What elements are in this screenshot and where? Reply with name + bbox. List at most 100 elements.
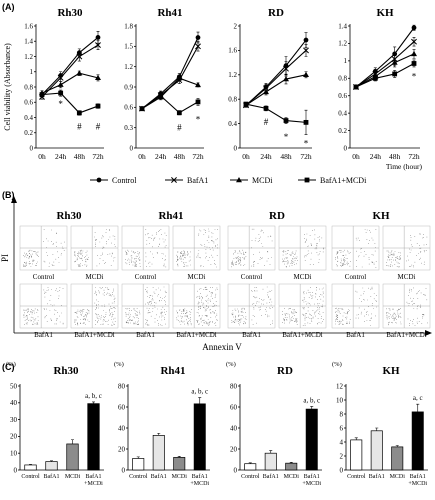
facs-plot: MCDi — [70, 225, 119, 281]
annexin-arrow-icon — [425, 330, 432, 336]
facs-dots — [23, 229, 65, 267]
y-tick-label: 0.6 — [24, 99, 33, 107]
x-tick-label: BafA1 — [151, 473, 167, 480]
x-tick-label: 72h — [300, 152, 312, 161]
facs-plot-label: BafA1 — [136, 331, 155, 339]
legend-marker-mcdi — [236, 177, 242, 183]
error-bar — [269, 450, 273, 454]
x-tick-label: 0h — [38, 152, 46, 161]
data-point — [283, 65, 289, 72]
panel-b-flow-cytometry: PI Annexin V Rh30 Control MCDi BafA1 BafA1+MCD… — [0, 196, 432, 352]
y-tick-label: 0.4 — [228, 120, 237, 128]
data-point — [95, 35, 101, 40]
data-point — [95, 42, 101, 49]
facs-plot: BafA1 — [331, 283, 380, 339]
facs-dots — [125, 229, 167, 268]
facs-plot-label: MCDi — [294, 273, 312, 281]
error-bar — [50, 460, 53, 462]
x-tick-label: 0h — [242, 152, 250, 161]
facs-block-kh: KH Control MCDi BafA1 BafA1+MCDi — [331, 210, 431, 339]
facs-dots — [282, 287, 324, 326]
x-tick-label: 48h — [389, 152, 401, 161]
significance-mark: # — [177, 123, 182, 133]
error-bar — [416, 403, 420, 412]
facs-plot-label: BafA1+MCDi — [176, 331, 217, 339]
bar — [87, 403, 100, 471]
y-tick-label: 0 — [234, 466, 238, 474]
data-point — [195, 81, 201, 88]
significance-mark: # — [96, 122, 101, 132]
y-tick-label: 1.2 — [24, 53, 33, 61]
facs-plot: BafA1+MCDi — [382, 283, 431, 339]
series-line-control — [245, 39, 307, 106]
y-tick-label: 0.8 — [228, 96, 237, 104]
x-tick-label: +MCDi — [408, 481, 427, 487]
y-tick-label: 80 — [118, 382, 126, 390]
x-tick-label: MCDi — [284, 474, 300, 480]
bar — [285, 462, 298, 471]
y-tick-label: 1.4 — [338, 22, 347, 30]
y-tick-label: 10 — [10, 450, 18, 458]
significance-annotation: a, b, c — [303, 396, 320, 404]
y-tick-label: 40 — [10, 399, 18, 407]
legend-label: MCDi — [252, 176, 273, 185]
data-point — [158, 93, 164, 99]
significance-mark: * — [196, 115, 201, 125]
y-tick-label: 0.9 — [124, 83, 133, 91]
error-bar — [71, 439, 74, 444]
facs-plot: Control — [227, 225, 276, 281]
y-tick-label: 0 — [340, 466, 344, 474]
facs-plot: BafA1+MCDi — [278, 283, 327, 339]
x-tick-label: BafA1 — [192, 473, 208, 480]
y-tick-label: 1.2 — [228, 71, 237, 79]
y-tick-label: 2 — [340, 452, 344, 460]
error-bar — [310, 406, 314, 410]
facs-dots — [74, 229, 116, 267]
series-line-bafa1-mcdi — [355, 62, 415, 88]
facs-plot-label: BafA1+MCDi — [282, 331, 323, 339]
facs-plot: BafA1+MCDi — [172, 283, 221, 339]
error-bar — [92, 401, 95, 404]
pi-arrow-icon — [11, 196, 17, 203]
error-bar — [248, 462, 252, 464]
facs-block-rh41: Rh41 Control MCDi BafA1 BafA1+MCDi — [121, 210, 221, 339]
facs-plot-label: MCDi — [398, 273, 416, 281]
x-tick-label: MCDi — [390, 474, 406, 480]
facs-plot-label: MCDi — [86, 273, 104, 281]
x-tick-label: 24h — [155, 152, 167, 161]
data-point — [263, 105, 269, 111]
pi-axis-label: PI — [0, 254, 10, 262]
facs-plot-label: BafA1+MCDi — [74, 331, 115, 339]
bar — [132, 458, 145, 471]
x-tick-label: 24h — [370, 152, 382, 161]
x-tick-label: BafA1 — [304, 473, 320, 480]
y-tick-label: 0 — [344, 144, 348, 152]
chart-title: Rh30 — [57, 7, 83, 19]
data-point — [195, 99, 201, 105]
facs-plot: Control — [19, 225, 68, 281]
y-tick-label: 6 — [340, 424, 344, 432]
facs-plot: BafA1+MCDi — [70, 283, 119, 339]
data-point — [411, 38, 417, 45]
y-tick-label: 1.4 — [24, 38, 33, 46]
legend-label: BafA1 — [187, 176, 208, 185]
y-unit-label: (%) — [332, 361, 342, 368]
facs-dots — [176, 228, 218, 268]
y-tick-label: 0.4 — [24, 114, 33, 122]
error-bar — [354, 437, 358, 440]
x-tick-label: 72h — [92, 152, 104, 161]
x-tick-label: BafA1 — [86, 473, 102, 480]
facs-block-rh30: Rh30 Control MCDi BafA1 BafA1+MCDi — [19, 210, 119, 339]
significance-mark: * — [412, 72, 417, 82]
error-bar — [177, 456, 181, 458]
x-tick-label: 48h — [280, 152, 292, 161]
series-line-mcdi — [41, 72, 99, 94]
series-line-bafa1 — [355, 41, 415, 88]
y-tick-label: 1.2 — [124, 63, 133, 71]
x-tick-label: BafA1 — [369, 473, 385, 480]
facs-dots — [74, 287, 116, 326]
x-tick-label: 0h — [352, 152, 360, 161]
bar — [193, 403, 206, 471]
data-point — [372, 75, 378, 81]
